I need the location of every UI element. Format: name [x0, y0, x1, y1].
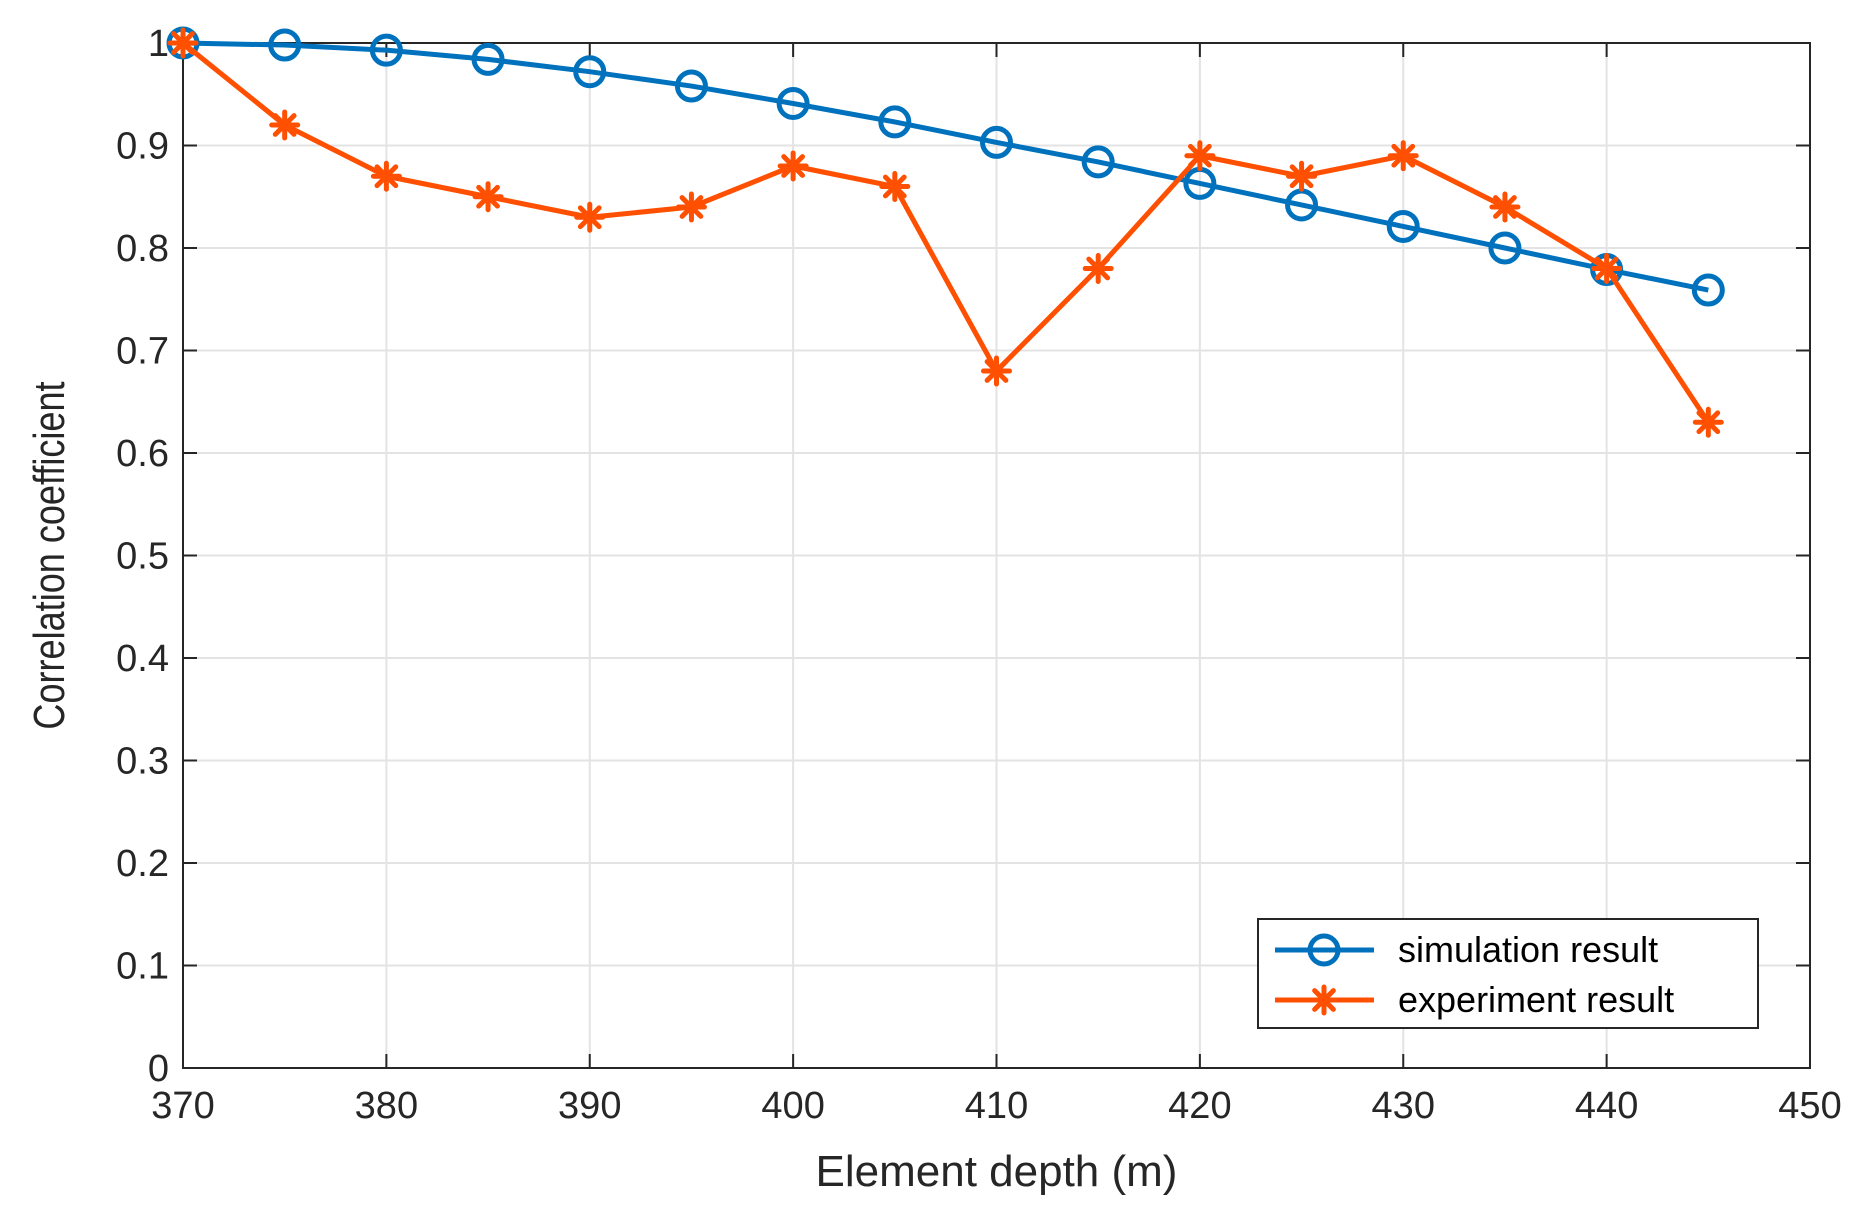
legend: simulation result experiment result	[1257, 918, 1759, 1029]
legend-label: experiment result	[1398, 979, 1674, 1020]
legend-marker	[1308, 984, 1340, 1016]
y-tick-label: 0.8	[116, 228, 169, 270]
data-point	[878, 105, 912, 139]
y-tick-label: 0.7	[116, 331, 169, 373]
y-axis-title: Correlation coefficient	[25, 381, 74, 729]
data-point	[574, 201, 606, 233]
legend-marker	[1307, 933, 1341, 967]
data-point	[1488, 231, 1522, 265]
x-tick-label: 430	[1372, 1085, 1435, 1127]
data-point	[1286, 160, 1318, 192]
data-point	[674, 69, 708, 103]
grid-lines	[182, 42, 1811, 1069]
data-point	[1591, 253, 1623, 284]
data-point	[1184, 140, 1216, 172]
axis-ticks: 370 380 390 400 410 420 430 440 450 0 0.1 0.2 0.3 0.4…	[116, 23, 1842, 1127]
x-tick-label: 410	[965, 1085, 1028, 1127]
data-point	[981, 355, 1012, 387]
legend-label: simulation result	[1398, 929, 1658, 970]
x-tick-label: 390	[558, 1085, 621, 1127]
data-point	[471, 42, 505, 76]
data-point	[980, 125, 1013, 159]
y-tick-label: 0.9	[116, 126, 169, 168]
x-tick-label: 450	[1778, 1085, 1841, 1127]
legend-box	[1257, 918, 1759, 1029]
y-tick-label: 0.3	[116, 741, 169, 783]
data-point	[573, 55, 607, 89]
y-tick-label: 0.6	[116, 433, 169, 475]
series-group	[166, 26, 1725, 438]
data-point	[369, 33, 403, 67]
y-tick-label: 1	[148, 23, 169, 65]
data-point	[675, 191, 707, 223]
x-tick-label: 400	[761, 1085, 824, 1127]
x-tick-label: 380	[355, 1085, 418, 1127]
data-point	[167, 27, 199, 59]
legend-entry: experiment result	[1275, 979, 1674, 1020]
x-tick-label: 370	[151, 1085, 214, 1127]
data-point	[1692, 406, 1724, 438]
data-point	[472, 181, 504, 213]
data-point	[879, 171, 911, 202]
y-tick-label: 0.1	[116, 946, 169, 988]
series-experiment	[167, 27, 1724, 438]
x-tick-label: 420	[1168, 1085, 1231, 1127]
data-point	[776, 86, 810, 120]
data-point	[269, 109, 301, 141]
data-point	[1386, 209, 1420, 243]
data-point	[1489, 191, 1521, 223]
y-tick-label: 0.4	[116, 638, 169, 680]
data-point	[777, 150, 809, 182]
y-tick-label: 0	[148, 1048, 169, 1090]
y-tick-label: 0.2	[116, 843, 169, 885]
legend-entry: simulation result	[1275, 929, 1658, 970]
data-point	[268, 28, 302, 62]
y-tick-label: 0.5	[116, 536, 169, 578]
data-point	[370, 160, 402, 192]
data-point	[1082, 253, 1114, 284]
series-line	[182, 40, 1709, 293]
x-axis-title: Element depth (m)	[816, 1147, 1178, 1196]
series-line	[181, 41, 1711, 424]
data-point	[1387, 140, 1419, 172]
data-point	[1081, 145, 1115, 179]
data-point	[1691, 273, 1725, 307]
series-simulation	[166, 26, 1725, 307]
x-tick-label: 440	[1575, 1085, 1638, 1127]
